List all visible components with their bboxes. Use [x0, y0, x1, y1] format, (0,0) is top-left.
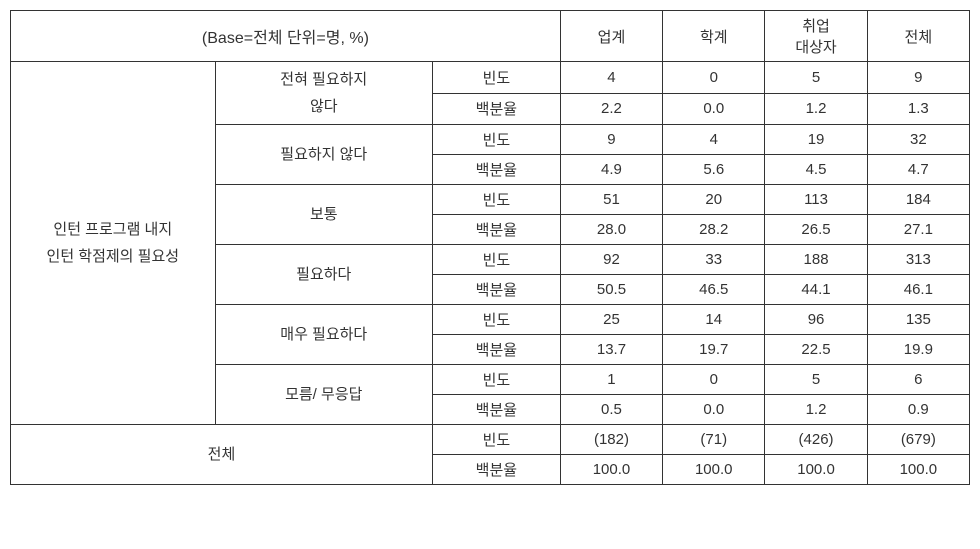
- group-label: 전혀 필요하지않다: [215, 62, 432, 125]
- cell-value: 4: [560, 62, 662, 94]
- cell-value: 51: [560, 185, 662, 215]
- metric-label-freq: 빈도: [432, 125, 560, 155]
- cell-value: 0: [663, 365, 765, 395]
- cell-value: 46.1: [867, 275, 969, 305]
- metric-label-freq: 빈도: [432, 305, 560, 335]
- cell-value: 313: [867, 245, 969, 275]
- cell-value: 5.6: [663, 155, 765, 185]
- total-label: 전체: [11, 425, 433, 485]
- cell-value: 4.7: [867, 155, 969, 185]
- cell-value: 19.7: [663, 335, 765, 365]
- cell-value: 100.0: [867, 455, 969, 485]
- group-label: 보통: [215, 185, 432, 245]
- cell-value: 5: [765, 365, 867, 395]
- cell-value: 9: [560, 125, 662, 155]
- cell-value: 96: [765, 305, 867, 335]
- metric-label-pct: 백분율: [432, 455, 560, 485]
- row-major-label: 인턴 프로그램 내지인턴 학점제의 필요성: [11, 62, 216, 425]
- cell-value: 0: [663, 62, 765, 94]
- metric-label-freq: 빈도: [432, 425, 560, 455]
- cell-value: 188: [765, 245, 867, 275]
- cell-value: 0.5: [560, 395, 662, 425]
- cell-value: 100.0: [560, 455, 662, 485]
- cell-value: 19: [765, 125, 867, 155]
- col-header-c7: 전체: [867, 11, 969, 62]
- cell-value: 27.1: [867, 215, 969, 245]
- table-row: 인턴 프로그램 내지인턴 학점제의 필요성전혀 필요하지않다빈도4059: [11, 62, 970, 94]
- metric-label-freq: 빈도: [432, 185, 560, 215]
- cell-value: (182): [560, 425, 662, 455]
- cell-value: 44.1: [765, 275, 867, 305]
- cell-value: 20: [663, 185, 765, 215]
- cell-value: 100.0: [663, 455, 765, 485]
- cell-value: 1.2: [765, 395, 867, 425]
- metric-label-pct: 백분율: [432, 395, 560, 425]
- header-row: (Base=전체 단위=명, %) 업계학계취업대상자전체: [11, 11, 970, 62]
- cell-value: 184: [867, 185, 969, 215]
- cell-value: 46.5: [663, 275, 765, 305]
- cell-value: 28.2: [663, 215, 765, 245]
- metric-label-freq: 빈도: [432, 245, 560, 275]
- col-header-c5: 학계: [663, 11, 765, 62]
- metric-label-pct: 백분율: [432, 155, 560, 185]
- col-header-c4: 업계: [560, 11, 662, 62]
- cell-value: 1.2: [765, 93, 867, 125]
- cell-value: 0.9: [867, 395, 969, 425]
- total-row: 전체빈도(182)(71)(426)(679): [11, 425, 970, 455]
- cell-value: (679): [867, 425, 969, 455]
- cell-value: 33: [663, 245, 765, 275]
- cell-value: 1.3: [867, 93, 969, 125]
- cell-value: 2.2: [560, 93, 662, 125]
- cell-value: 9: [867, 62, 969, 94]
- survey-table: (Base=전체 단위=명, %) 업계학계취업대상자전체 인턴 프로그램 내지…: [10, 10, 970, 485]
- cell-value: 28.0: [560, 215, 662, 245]
- group-label: 필요하다: [215, 245, 432, 305]
- group-label: 필요하지 않다: [215, 125, 432, 185]
- cell-value: 26.5: [765, 215, 867, 245]
- cell-value: 50.5: [560, 275, 662, 305]
- group-label: 매우 필요하다: [215, 305, 432, 365]
- cell-value: 25: [560, 305, 662, 335]
- cell-value: 13.7: [560, 335, 662, 365]
- cell-value: 14: [663, 305, 765, 335]
- cell-value: 92: [560, 245, 662, 275]
- cell-value: 6: [867, 365, 969, 395]
- metric-label-pct: 백분율: [432, 215, 560, 245]
- cell-value: 22.5: [765, 335, 867, 365]
- cell-value: 32: [867, 125, 969, 155]
- cell-value: 1: [560, 365, 662, 395]
- cell-value: 19.9: [867, 335, 969, 365]
- cell-value: 4.9: [560, 155, 662, 185]
- metric-label-pct: 백분율: [432, 275, 560, 305]
- cell-value: 0.0: [663, 395, 765, 425]
- cell-value: 113: [765, 185, 867, 215]
- cell-value: (426): [765, 425, 867, 455]
- cell-value: 100.0: [765, 455, 867, 485]
- col-header-c6: 취업대상자: [765, 11, 867, 62]
- cell-value: (71): [663, 425, 765, 455]
- cell-value: 135: [867, 305, 969, 335]
- cell-value: 0.0: [663, 93, 765, 125]
- group-label: 모름/ 무응답: [215, 365, 432, 425]
- table-caption: (Base=전체 단위=명, %): [11, 11, 561, 62]
- metric-label-freq: 빈도: [432, 62, 560, 94]
- cell-value: 4: [663, 125, 765, 155]
- metric-label-freq: 빈도: [432, 365, 560, 395]
- cell-value: 5: [765, 62, 867, 94]
- metric-label-pct: 백분율: [432, 335, 560, 365]
- metric-label-pct: 백분율: [432, 93, 560, 125]
- cell-value: 4.5: [765, 155, 867, 185]
